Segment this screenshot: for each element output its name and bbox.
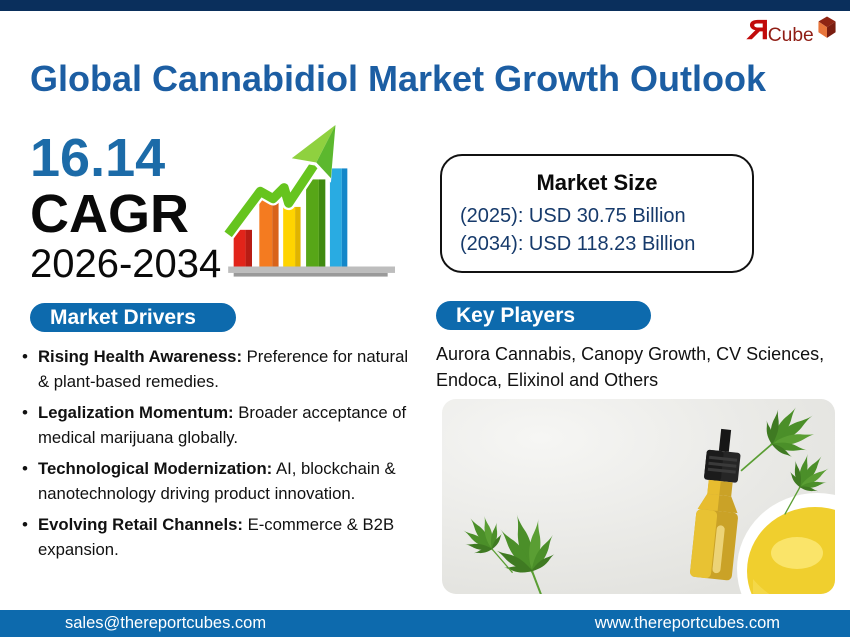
svg-text:Cube: Cube xyxy=(768,25,814,46)
